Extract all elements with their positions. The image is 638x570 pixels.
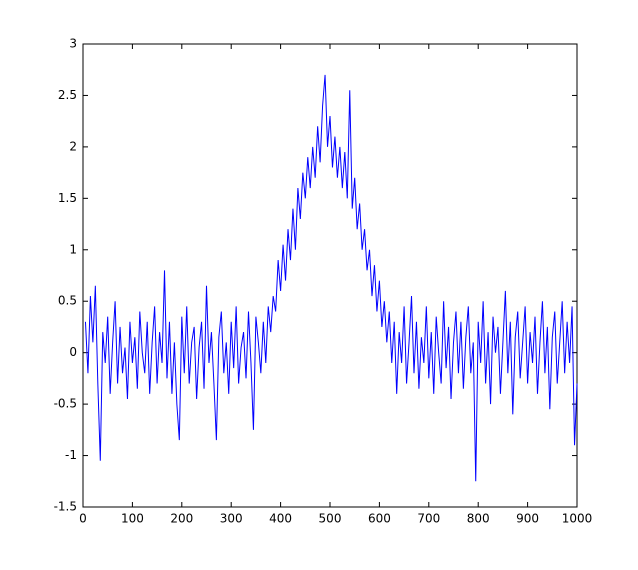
plot-area: [82, 43, 578, 508]
y-tick-label: 3: [69, 37, 77, 51]
y-tick-label: 0: [69, 345, 77, 359]
data-line: [84, 74, 578, 482]
y-tick-label: 2.5: [58, 88, 77, 102]
x-tick-label: 500: [319, 512, 342, 526]
y-tick-label: -1.5: [54, 500, 77, 514]
x-tick-label: 800: [467, 512, 490, 526]
x-tick-label: 100: [121, 512, 144, 526]
y-tick-label: 2: [69, 139, 77, 153]
x-tick-label: 700: [417, 512, 440, 526]
y-tick-label: 0.5: [58, 294, 77, 308]
x-tick-label: 1000: [562, 512, 593, 526]
x-tick-label: 400: [269, 512, 292, 526]
x-tick-label: 900: [516, 512, 539, 526]
x-tick-label: 0: [79, 512, 87, 526]
y-tick-label: 1.5: [58, 191, 77, 205]
y-tick-label: -1: [65, 448, 77, 462]
y-tick-label: -0.5: [54, 397, 77, 411]
x-tick-label: 600: [368, 512, 391, 526]
x-tick-label: 300: [220, 512, 243, 526]
x-tick-label: 200: [170, 512, 193, 526]
y-tick-label: 1: [69, 242, 77, 256]
